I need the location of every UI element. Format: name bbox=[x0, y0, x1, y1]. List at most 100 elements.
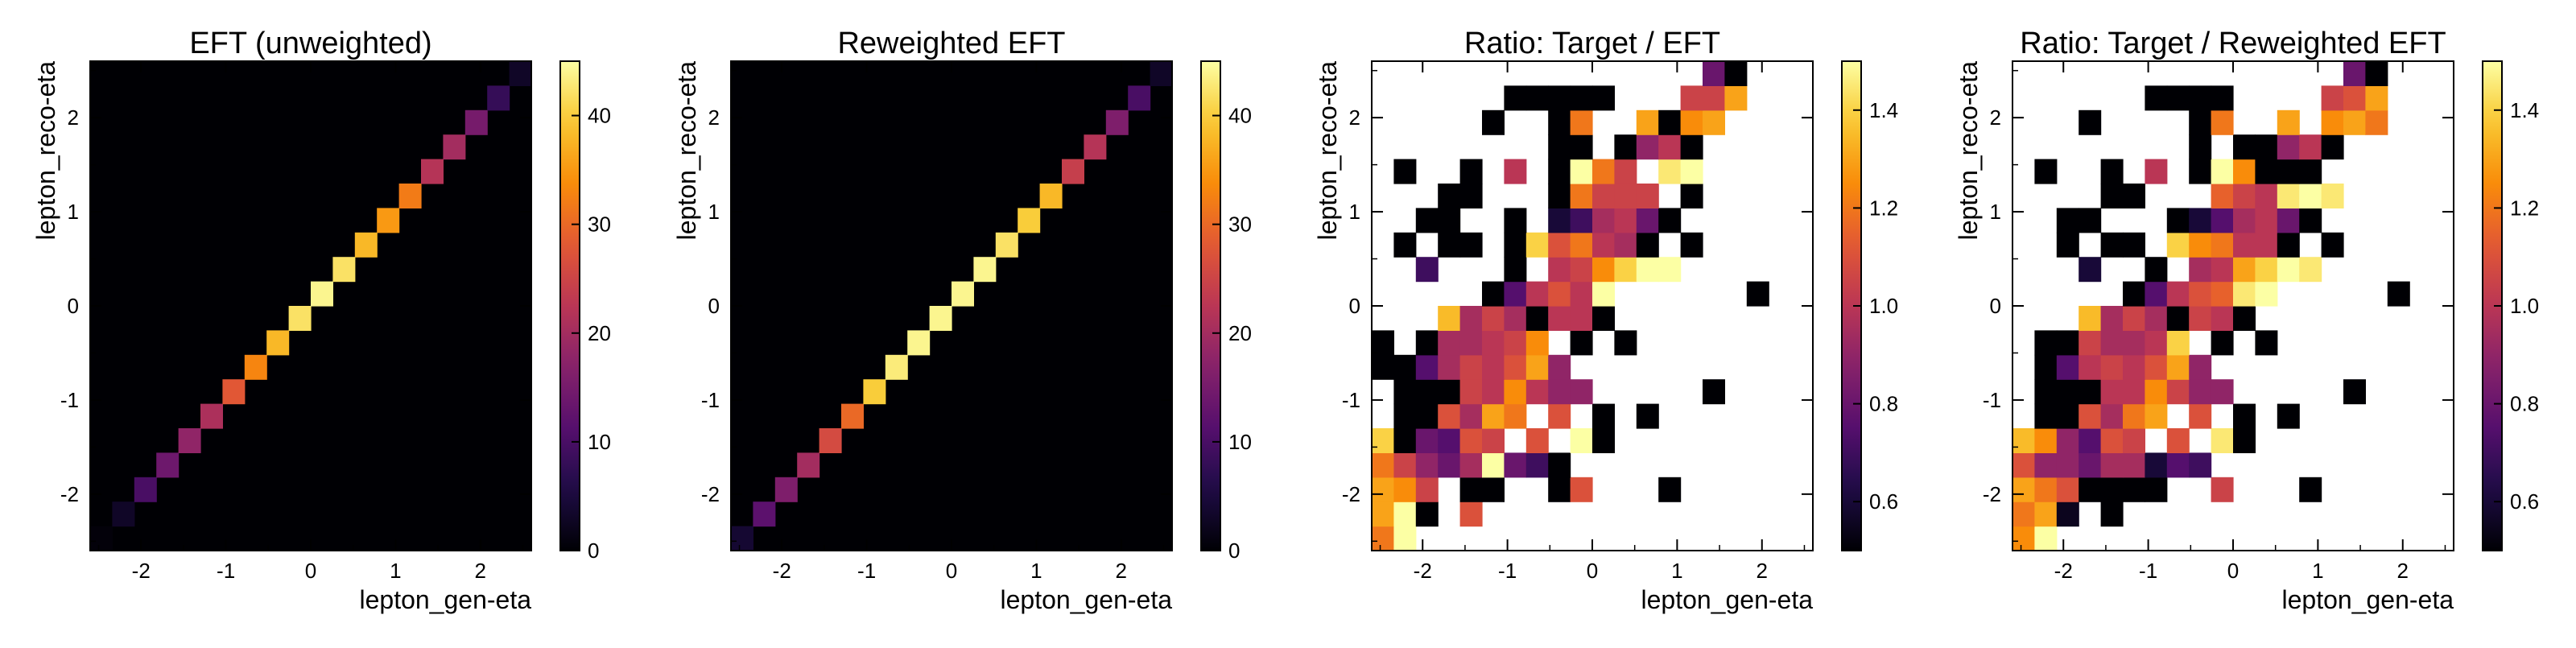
heatmap-cell bbox=[1393, 477, 1417, 502]
heatmap-cell bbox=[1614, 330, 1637, 356]
heatmap-cell bbox=[1438, 330, 1461, 356]
colorbar-tick-label: 0.6 bbox=[1869, 489, 1898, 514]
heatmap-cell bbox=[2255, 257, 2278, 283]
heatmap-cell bbox=[2233, 428, 2256, 453]
heatmap-cell bbox=[1482, 428, 1505, 453]
heatmap-cell bbox=[2100, 232, 2124, 258]
heatmap-cell bbox=[2365, 109, 2388, 135]
colorbar-tick-label: 0 bbox=[1228, 539, 1240, 563]
colorbar-tick-label: 0.6 bbox=[2510, 489, 2539, 514]
heatmap-cell bbox=[2189, 159, 2212, 184]
heatmap-cell bbox=[2123, 281, 2145, 307]
heatmap-cell bbox=[1459, 403, 1483, 429]
heatmap-cell bbox=[1636, 232, 1659, 258]
panel-eft-unweighted: EFT (unweighted) lepton_gen-eta lepton_r… bbox=[31, 27, 611, 614]
heatmap-cell bbox=[1504, 452, 1527, 478]
heatmap-cell bbox=[2013, 526, 2035, 551]
heatmap-cell bbox=[90, 526, 113, 551]
heatmap-cell bbox=[1459, 159, 1483, 184]
heatmap-cell bbox=[2034, 526, 2058, 551]
heatmap-cell bbox=[819, 428, 842, 453]
heatmap-cell bbox=[1658, 257, 1682, 283]
heatmap-cell bbox=[2211, 109, 2234, 135]
heatmap-cell bbox=[1614, 208, 1637, 233]
heatmap-cell bbox=[2299, 257, 2322, 283]
heatmap-cell bbox=[907, 330, 931, 356]
heatmap-cell bbox=[2100, 330, 2124, 356]
x-axis-label: lepton_gen-eta bbox=[359, 585, 531, 614]
heatmap-cell bbox=[1592, 208, 1615, 233]
heatmap-cell bbox=[1393, 403, 1417, 429]
heatmap-cell bbox=[1548, 257, 1571, 283]
heatmap-cell bbox=[1504, 281, 1527, 307]
heatmap-cell bbox=[1592, 403, 1615, 429]
y-tick-label: 2 bbox=[1349, 105, 1360, 130]
heatmap-cell bbox=[2211, 477, 2234, 502]
heatmap-cell bbox=[1592, 257, 1615, 283]
heatmap-cell bbox=[2145, 477, 2168, 502]
heatmap-cell bbox=[1504, 306, 1527, 331]
heatmap-cell bbox=[2079, 306, 2102, 331]
heatmap-cell bbox=[2013, 477, 2035, 502]
heatmap-cell bbox=[2145, 354, 2168, 380]
y-tick-label: -2 bbox=[701, 482, 720, 506]
heatmap-cell bbox=[1438, 379, 1461, 405]
heatmap-cell bbox=[1658, 208, 1682, 233]
heatmap-cell bbox=[952, 281, 974, 307]
heatmap-cell bbox=[2211, 208, 2234, 233]
colorbar bbox=[560, 61, 580, 551]
heatmap-cell bbox=[1415, 477, 1439, 502]
heatmap-cell bbox=[2365, 61, 2388, 86]
heatmap-cell bbox=[2145, 403, 2168, 429]
heatmap-cell bbox=[2277, 208, 2300, 233]
panel-ratio-target-reweighted-eft: Ratio: Target / Reweighted EFT lepton_ge… bbox=[1954, 27, 2539, 614]
heatmap-cell bbox=[1614, 159, 1637, 184]
heatmap-cell bbox=[1548, 208, 1571, 233]
heatmap-cell bbox=[1372, 428, 1394, 453]
heatmap-cell bbox=[2233, 281, 2256, 307]
heatmap-cell bbox=[2166, 354, 2190, 380]
heatmap-cell bbox=[2211, 184, 2234, 208]
heatmap-cell bbox=[1393, 354, 1417, 380]
heatmap-cell bbox=[2299, 208, 2322, 233]
y-tick-label: 2 bbox=[708, 105, 720, 130]
heatmap-cell bbox=[2123, 306, 2145, 331]
heatmap-cell bbox=[1438, 208, 1461, 233]
heatmap-cell bbox=[1415, 257, 1439, 283]
heatmap-cell bbox=[288, 306, 312, 331]
y-tick-label: -1 bbox=[1983, 388, 2001, 412]
heatmap-cell bbox=[1548, 477, 1571, 502]
heatmap-cell bbox=[2189, 109, 2212, 135]
heatmap-cell bbox=[1570, 428, 1593, 453]
heatmap-cell bbox=[1636, 109, 1659, 135]
y-axis-label: lepton_reco-eta bbox=[1954, 61, 1983, 241]
heatmap-cell bbox=[134, 477, 157, 502]
heatmap-cell bbox=[1658, 477, 1682, 502]
heatmap-cell bbox=[2211, 257, 2234, 283]
heatmap-cell bbox=[2100, 428, 2124, 453]
heatmap-cell bbox=[222, 379, 246, 405]
heatmap-cell bbox=[1525, 85, 1549, 111]
heatmap-cell bbox=[1438, 403, 1461, 429]
heatmap-cell bbox=[2233, 403, 2256, 429]
panel-reweighted-eft: Reweighted EFT lepton_gen-eta lepton_rec… bbox=[672, 27, 1252, 614]
heatmap-cell bbox=[2255, 134, 2278, 160]
heatmap-cell bbox=[929, 306, 952, 331]
heatmap-cell bbox=[1592, 281, 1615, 307]
heatmap-cell bbox=[2321, 134, 2344, 160]
heatmap-cell bbox=[1105, 109, 1129, 135]
heatmap-cell bbox=[1459, 306, 1483, 331]
heatmap-cell bbox=[1724, 85, 1748, 111]
heatmap-cell bbox=[2100, 306, 2124, 331]
y-tick-label: -1 bbox=[701, 388, 720, 412]
heatmap-cell bbox=[2056, 379, 2079, 405]
heatmap-cell bbox=[2079, 109, 2102, 135]
heatmap-cell bbox=[1548, 379, 1571, 405]
heatmap-cell bbox=[2189, 134, 2212, 160]
y-tick-label: 1 bbox=[1349, 200, 1360, 224]
y-tick-label: -1 bbox=[1342, 388, 1360, 412]
heatmap-cell bbox=[1459, 354, 1483, 380]
heatmap-cell bbox=[1372, 526, 1394, 551]
heatmap-cell bbox=[2079, 428, 2102, 453]
heatmap-cell bbox=[2211, 232, 2234, 258]
